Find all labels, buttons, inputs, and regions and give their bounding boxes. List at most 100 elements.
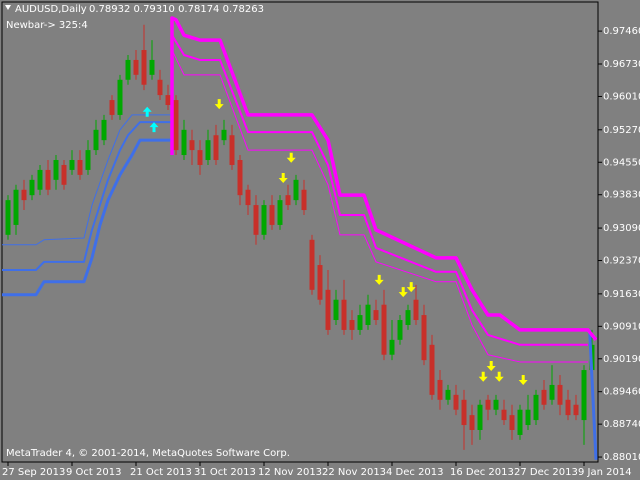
candle-body [317, 265, 323, 300]
candle-body [53, 160, 59, 180]
candle-body [13, 189, 19, 225]
candle-body [253, 205, 259, 235]
candle-body [365, 304, 371, 325]
x-tick-label: 21 Oct 2013 [130, 467, 192, 478]
x-tick-label: 16 Dec 2013 [450, 467, 514, 478]
candle-body [421, 315, 427, 361]
x-tick-label: 27 Sep 2013 [2, 467, 65, 478]
candle-body [93, 129, 99, 151]
indicator-line [171, 49, 588, 363]
candle-body [397, 320, 403, 340]
candle-body [85, 150, 91, 170]
candle-body [205, 140, 211, 161]
candle-body [501, 409, 507, 421]
candle-body [333, 299, 339, 321]
status-text: Newbar-> 325:4 [6, 20, 88, 31]
plot-frame [1, 1, 599, 463]
candle-body [413, 299, 419, 321]
candle-body [477, 404, 483, 430]
candle-body [229, 135, 235, 165]
down-arrow [278, 173, 288, 184]
candle-body [221, 129, 227, 141]
candle-body [245, 189, 251, 206]
candle-body [285, 195, 291, 206]
candle-body [45, 169, 51, 190]
up-arrow [142, 106, 152, 117]
menu-triangle [5, 5, 11, 10]
up-arrow [149, 122, 159, 133]
candle-body [109, 100, 115, 115]
candle-body [101, 119, 107, 141]
x-tick-label: 31 Oct 2013 [194, 467, 256, 478]
down-arrow [518, 374, 528, 385]
symbol: AUDUSD,Daily [15, 4, 87, 15]
candle-body [189, 140, 195, 151]
header-prices: 0.78932 0.79310 0.78174 0.78263 [89, 4, 264, 15]
candle-body [173, 100, 179, 151]
down-arrow [214, 99, 224, 110]
candle-body [533, 394, 539, 421]
candle-body [357, 315, 363, 330]
candle-body [293, 179, 299, 201]
indicator-line [588, 329, 598, 460]
down-arrow [374, 274, 384, 285]
down-arrow [494, 371, 504, 382]
candle-body [325, 289, 331, 330]
candle-body [509, 415, 515, 430]
candle-body [429, 344, 435, 395]
candle-body [29, 179, 35, 196]
x-tick-label: 12 Nov 2013 [258, 467, 322, 478]
candle-body [573, 404, 579, 416]
candle-body [525, 409, 531, 426]
x-tick-label: 4 Dec 2013 [386, 467, 444, 478]
candle-body [261, 205, 267, 235]
candle-body [141, 50, 147, 85]
candle-body [213, 135, 219, 161]
candle-body [557, 384, 563, 405]
candle-body [549, 384, 555, 400]
candle-body [381, 304, 387, 355]
down-arrow [286, 152, 296, 163]
x-tick-label: 9 Jan 2014 [578, 467, 632, 478]
candle-body [461, 399, 467, 426]
candle-body [149, 59, 155, 75]
candle-body [165, 95, 171, 106]
candle-body [237, 160, 243, 196]
candle-body [341, 299, 347, 330]
candle-body [445, 389, 451, 400]
x-tick-label: 9 Oct 2013 [66, 467, 121, 478]
footer: MetaTrader 4, © 2001-2014, MetaQuotes So… [6, 448, 290, 459]
down-arrow [406, 282, 416, 293]
down-arrow [398, 287, 408, 298]
candle-body [453, 394, 459, 410]
down-arrow [486, 360, 496, 371]
candle-body [125, 59, 131, 80]
candle-body [37, 169, 43, 190]
candle-body [5, 200, 11, 235]
indicator-line [2, 114, 172, 246]
x-tick-label: 22 Nov 2013 [322, 467, 386, 478]
y-tick-label: 0.88010 [603, 452, 640, 463]
candle-body [349, 320, 355, 330]
x-tick-label: 27 Dec 2013 [514, 467, 578, 478]
candle-body [157, 79, 163, 96]
candle-body [581, 370, 587, 421]
candle-body [485, 399, 491, 410]
candle-body [61, 164, 67, 185]
candle-body [69, 160, 75, 170]
candle-body [277, 200, 283, 225]
candle-body [77, 160, 83, 175]
indicator-line [2, 138, 172, 297]
candle-body [517, 409, 523, 435]
